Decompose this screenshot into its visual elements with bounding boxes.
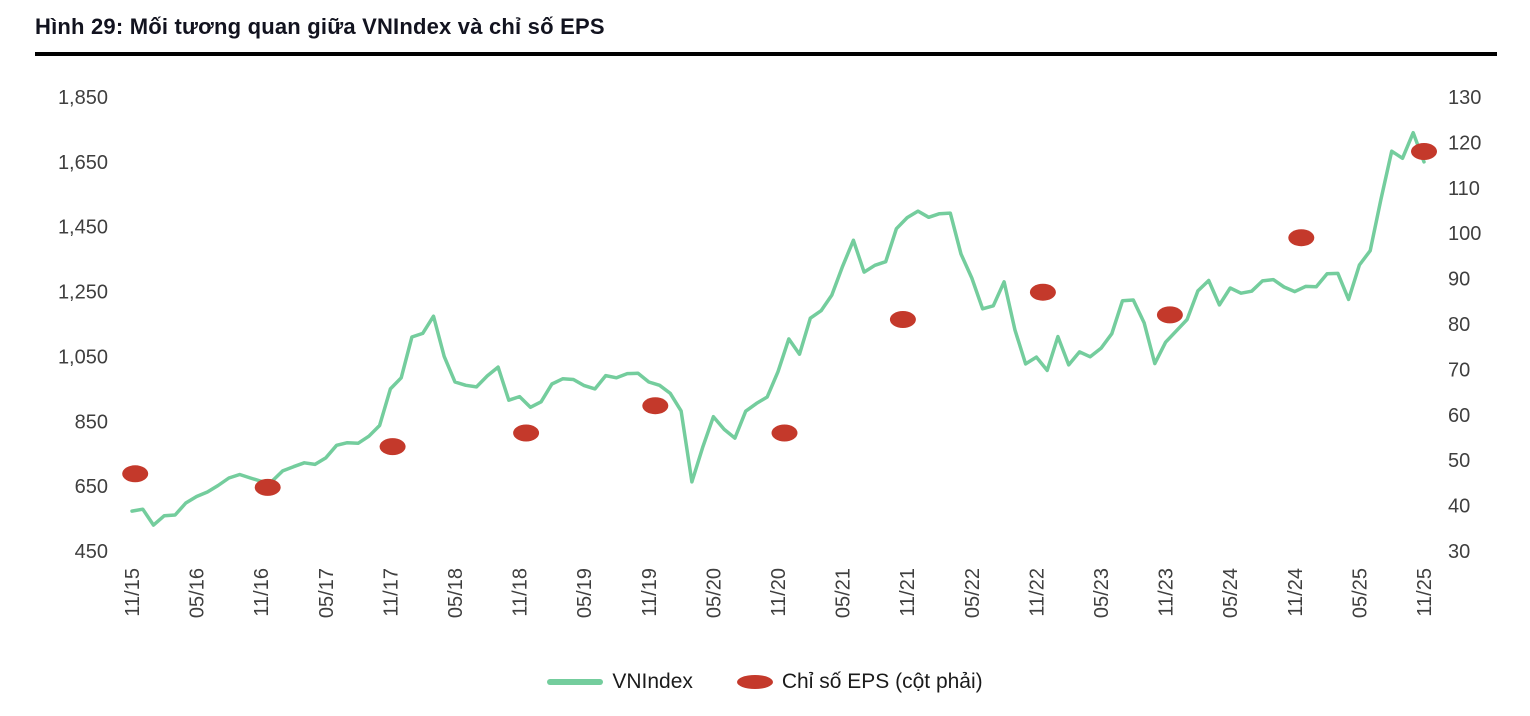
svg-text:05/22: 05/22 xyxy=(962,568,984,618)
svg-text:1,250: 1,250 xyxy=(58,282,108,304)
chart-legend: VNIndex Chỉ số EPS (cột phải) xyxy=(0,670,1530,694)
svg-text:11/18: 11/18 xyxy=(510,568,532,617)
svg-text:40: 40 xyxy=(1448,496,1470,518)
svg-text:11/19: 11/19 xyxy=(639,568,661,617)
svg-text:05/25: 05/25 xyxy=(1349,568,1371,618)
svg-text:650: 650 xyxy=(75,476,108,498)
svg-text:130: 130 xyxy=(1448,87,1481,109)
svg-text:11/20: 11/20 xyxy=(768,568,790,617)
svg-text:11/21: 11/21 xyxy=(897,568,919,617)
svg-text:11/15: 11/15 xyxy=(122,568,144,617)
svg-text:850: 850 xyxy=(75,411,108,433)
svg-text:120: 120 xyxy=(1448,132,1481,154)
vnindex-line-swatch-icon xyxy=(547,679,604,685)
svg-text:11/17: 11/17 xyxy=(380,568,402,617)
svg-text:110: 110 xyxy=(1448,178,1480,200)
svg-text:05/19: 05/19 xyxy=(574,568,596,618)
title-underline xyxy=(35,52,1497,56)
svg-text:05/18: 05/18 xyxy=(445,568,467,618)
svg-text:05/16: 05/16 xyxy=(187,568,209,618)
svg-text:80: 80 xyxy=(1448,314,1470,336)
svg-text:05/21: 05/21 xyxy=(833,568,855,618)
svg-text:90: 90 xyxy=(1448,269,1470,291)
svg-text:100: 100 xyxy=(1448,223,1481,245)
legend-label-eps: Chỉ số EPS (cột phải) xyxy=(781,670,983,693)
svg-text:11/16: 11/16 xyxy=(251,568,273,617)
svg-text:70: 70 xyxy=(1448,359,1470,381)
svg-text:1,650: 1,650 xyxy=(58,152,108,174)
legend-item-vnindex: VNIndex xyxy=(547,670,693,694)
svg-text:50: 50 xyxy=(1448,450,1470,472)
legend-item-eps: Chỉ số EPS (cột phải) xyxy=(736,670,983,694)
svg-text:1,450: 1,450 xyxy=(58,217,108,239)
svg-text:1,050: 1,050 xyxy=(58,346,108,368)
plot-area: 1,850 1,650 1,450 1,250 1,050 850 650 450 130 120… xyxy=(58,87,1481,618)
svg-text:11/23: 11/23 xyxy=(1156,568,1178,617)
svg-text:05/23: 05/23 xyxy=(1091,568,1113,618)
svg-text:11/24: 11/24 xyxy=(1285,568,1307,617)
svg-text:11/25: 11/25 xyxy=(1414,568,1436,617)
svg-text:05/24: 05/24 xyxy=(1220,568,1242,618)
eps-marker-swatch-icon xyxy=(736,675,773,689)
svg-text:05/17: 05/17 xyxy=(316,568,338,618)
figure-title: Hình 29: Mối tương quan giữa VNIndex và … xyxy=(35,14,605,39)
svg-text:11/22: 11/22 xyxy=(1026,568,1048,617)
svg-text:05/20: 05/20 xyxy=(703,568,725,618)
svg-text:1,850: 1,850 xyxy=(58,87,108,109)
svg-text:30: 30 xyxy=(1448,541,1470,563)
legend-label-vnindex: VNIndex xyxy=(612,670,693,693)
svg-text:450: 450 xyxy=(75,541,108,563)
svg-text:60: 60 xyxy=(1448,405,1470,427)
